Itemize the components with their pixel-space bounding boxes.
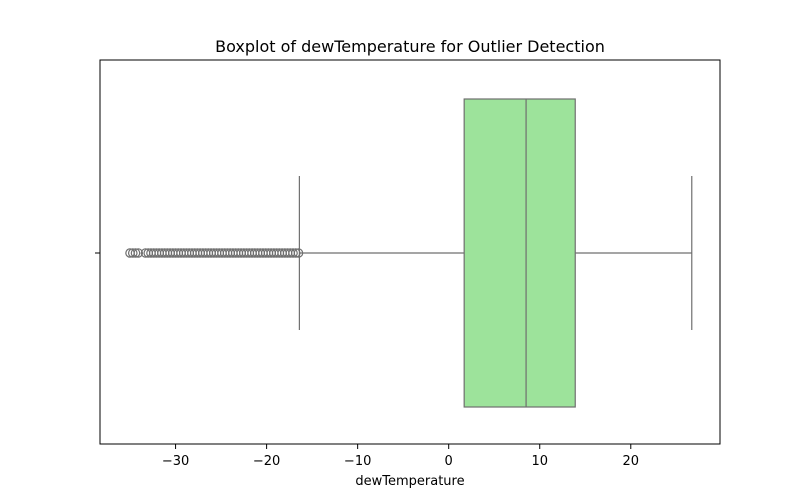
x-tick-label: −30 xyxy=(162,454,189,469)
iqr-box xyxy=(463,98,576,408)
x-tick-label: −10 xyxy=(344,454,371,469)
x-axis-ticks: −30 −20 −10 0 10 20 xyxy=(162,444,639,469)
x-tick-label: 20 xyxy=(623,454,640,469)
outlier-point xyxy=(290,248,301,258)
x-tick-label: −20 xyxy=(253,454,280,469)
outlier-point xyxy=(133,248,144,258)
boxplot-marks xyxy=(125,98,693,408)
outlier-point xyxy=(130,248,141,258)
chart-title: Boxplot of dewTemperature for Outlier De… xyxy=(215,37,605,56)
x-tick-label: 0 xyxy=(445,454,453,469)
outlier-point xyxy=(293,248,304,258)
outlier-point xyxy=(288,248,298,258)
x-tick-label: 10 xyxy=(531,454,548,469)
outlier-point xyxy=(127,248,138,258)
plot-area xyxy=(99,59,721,445)
x-axis-label: dewTemperature xyxy=(355,474,464,489)
